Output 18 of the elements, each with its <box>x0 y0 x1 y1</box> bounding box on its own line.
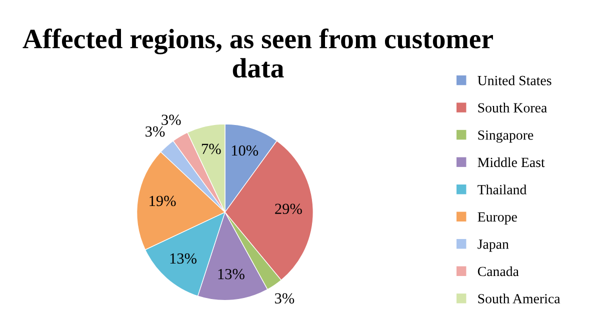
legend-label: South Korea <box>478 102 547 113</box>
data-label: 7% <box>202 144 221 154</box>
legend-label: Middle East <box>478 157 545 168</box>
data-label: 10% <box>232 145 258 156</box>
data-label: 3% <box>275 293 294 304</box>
legend-label: Europe <box>478 212 517 224</box>
data-label: 3% <box>146 126 165 137</box>
legend-label: South America <box>478 294 560 304</box>
data-label: 29% <box>275 204 302 214</box>
legend-label: United States <box>478 75 552 86</box>
legend-label: Japan <box>478 240 509 252</box>
data-label: 13% <box>170 253 196 264</box>
legend-label: Thailand <box>478 184 527 194</box>
data-label: 19% <box>150 196 176 206</box>
legend-label: Canada <box>478 266 519 276</box>
data-label: 13% <box>218 268 244 280</box>
data-label: 3% <box>162 114 181 126</box>
legend-label: Singapore <box>478 130 534 143</box>
